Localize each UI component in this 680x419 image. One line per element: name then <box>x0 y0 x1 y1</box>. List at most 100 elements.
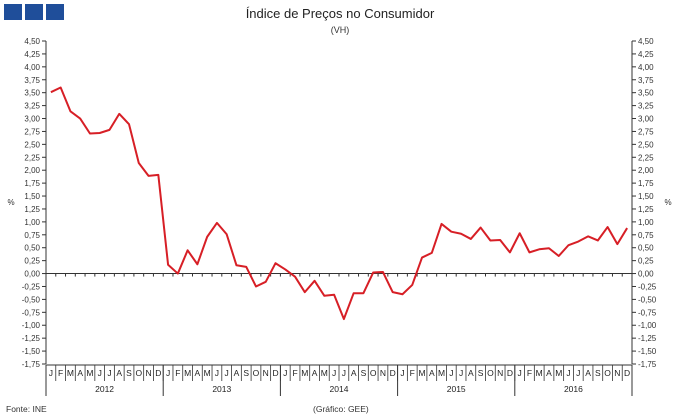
month-label: F <box>292 368 297 378</box>
data-point <box>499 239 501 241</box>
y-tick-label-left: 1,25 <box>24 205 40 214</box>
data-point <box>509 251 511 253</box>
month-label: D <box>155 368 161 378</box>
y-tick-label-right: 2,75 <box>638 127 654 136</box>
data-point <box>597 239 599 241</box>
data-point <box>470 238 472 240</box>
month-label: A <box>195 368 201 378</box>
month-label: A <box>77 368 83 378</box>
month-label: O <box>135 368 142 378</box>
data-point <box>275 262 277 264</box>
month-label: M <box>438 368 445 378</box>
month-label: M <box>418 368 425 378</box>
logo-square <box>46 4 64 20</box>
month-label: A <box>468 368 474 378</box>
data-point <box>196 263 198 265</box>
y-tick-label-left: 0,00 <box>24 270 40 279</box>
y-tick-label-left: 3,00 <box>24 115 40 124</box>
year-label: 2016 <box>564 384 583 394</box>
y-tick-label-right: 1,75 <box>638 179 654 188</box>
month-label: N <box>263 368 269 378</box>
month-label: S <box>126 368 132 378</box>
y-tick-label-right: -1,00 <box>638 321 657 330</box>
logo-square <box>4 4 22 20</box>
y-tick-label-right: -1,25 <box>638 334 657 343</box>
y-tick-label-left: 2,50 <box>24 140 40 149</box>
y-tick-label-right: 2,50 <box>638 140 654 149</box>
y-tick-label-left: -1,50 <box>22 347 41 356</box>
data-point <box>587 235 589 237</box>
y-tick-label-left: -1,75 <box>22 360 41 369</box>
data-point <box>265 281 267 283</box>
y-tick-label-right: 3,75 <box>638 76 654 85</box>
month-label: M <box>536 368 543 378</box>
month-label: S <box>361 368 367 378</box>
y-tick-label-left: 2,75 <box>24 127 40 136</box>
month-label: N <box>145 368 151 378</box>
data-point <box>108 129 110 131</box>
y-tick-label-left: 4,50 <box>24 37 40 46</box>
y-tick-label-left: -0,25 <box>22 282 41 291</box>
data-point <box>538 248 540 250</box>
month-label: O <box>487 368 494 378</box>
y-tick-label-right: -1,75 <box>638 360 657 369</box>
data-point <box>187 249 189 251</box>
month-label: A <box>429 368 435 378</box>
y-tick-label-left: 1,75 <box>24 179 40 188</box>
y-tick-label-right: 1,25 <box>638 205 654 214</box>
data-point <box>411 284 413 286</box>
data-point <box>157 174 159 176</box>
month-label: N <box>614 368 620 378</box>
data-point <box>50 91 52 93</box>
data-point <box>431 252 433 254</box>
month-label: A <box>234 368 240 378</box>
data-point <box>284 268 286 270</box>
month-label: O <box>604 368 611 378</box>
data-point <box>255 285 257 287</box>
month-label: M <box>86 368 93 378</box>
year-label: 2012 <box>95 384 114 394</box>
data-point <box>128 123 130 125</box>
y-tick-label-left: 4,25 <box>24 50 40 59</box>
y-tick-label-left: 4,00 <box>24 63 40 72</box>
month-label: J <box>166 368 170 378</box>
month-label: A <box>351 368 357 378</box>
data-point <box>167 264 169 266</box>
data-point <box>489 239 491 241</box>
y-tick-label-right: 4,25 <box>638 50 654 59</box>
y-tick-label-left: -0,50 <box>22 295 41 304</box>
data-point <box>421 257 423 259</box>
month-label: J <box>576 368 580 378</box>
y-tick-label-right: -0,50 <box>638 295 657 304</box>
data-point <box>148 175 150 177</box>
month-label: J <box>400 368 404 378</box>
month-label: M <box>555 368 562 378</box>
month-label: F <box>410 368 415 378</box>
month-label: J <box>215 368 219 378</box>
data-point <box>519 232 521 234</box>
month-label: S <box>243 368 249 378</box>
month-label: O <box>253 368 260 378</box>
data-point <box>568 244 570 246</box>
data-point <box>294 276 296 278</box>
month-label: N <box>380 368 386 378</box>
data-point <box>177 273 179 275</box>
chart-title: Índice de Preços no Consumidor <box>245 6 435 21</box>
data-point <box>323 295 325 297</box>
logo <box>4 4 64 20</box>
logo-square <box>25 4 43 20</box>
data-point <box>382 271 384 273</box>
month-label: M <box>301 368 308 378</box>
month-label: J <box>49 368 53 378</box>
month-label: J <box>283 368 287 378</box>
y-tick-label-left: 3,75 <box>24 76 40 85</box>
y-tick-label-right: 1,50 <box>638 192 654 201</box>
y-tick-label-right: 4,50 <box>638 37 654 46</box>
y-tick-label-left: -1,00 <box>22 321 41 330</box>
data-point <box>89 133 91 135</box>
data-point <box>216 222 218 224</box>
credit-note: (Gráfico: GEE) <box>313 404 369 414</box>
y-tick-label-right: 0,50 <box>638 244 654 253</box>
y-tick-label-left: -1,25 <box>22 334 41 343</box>
